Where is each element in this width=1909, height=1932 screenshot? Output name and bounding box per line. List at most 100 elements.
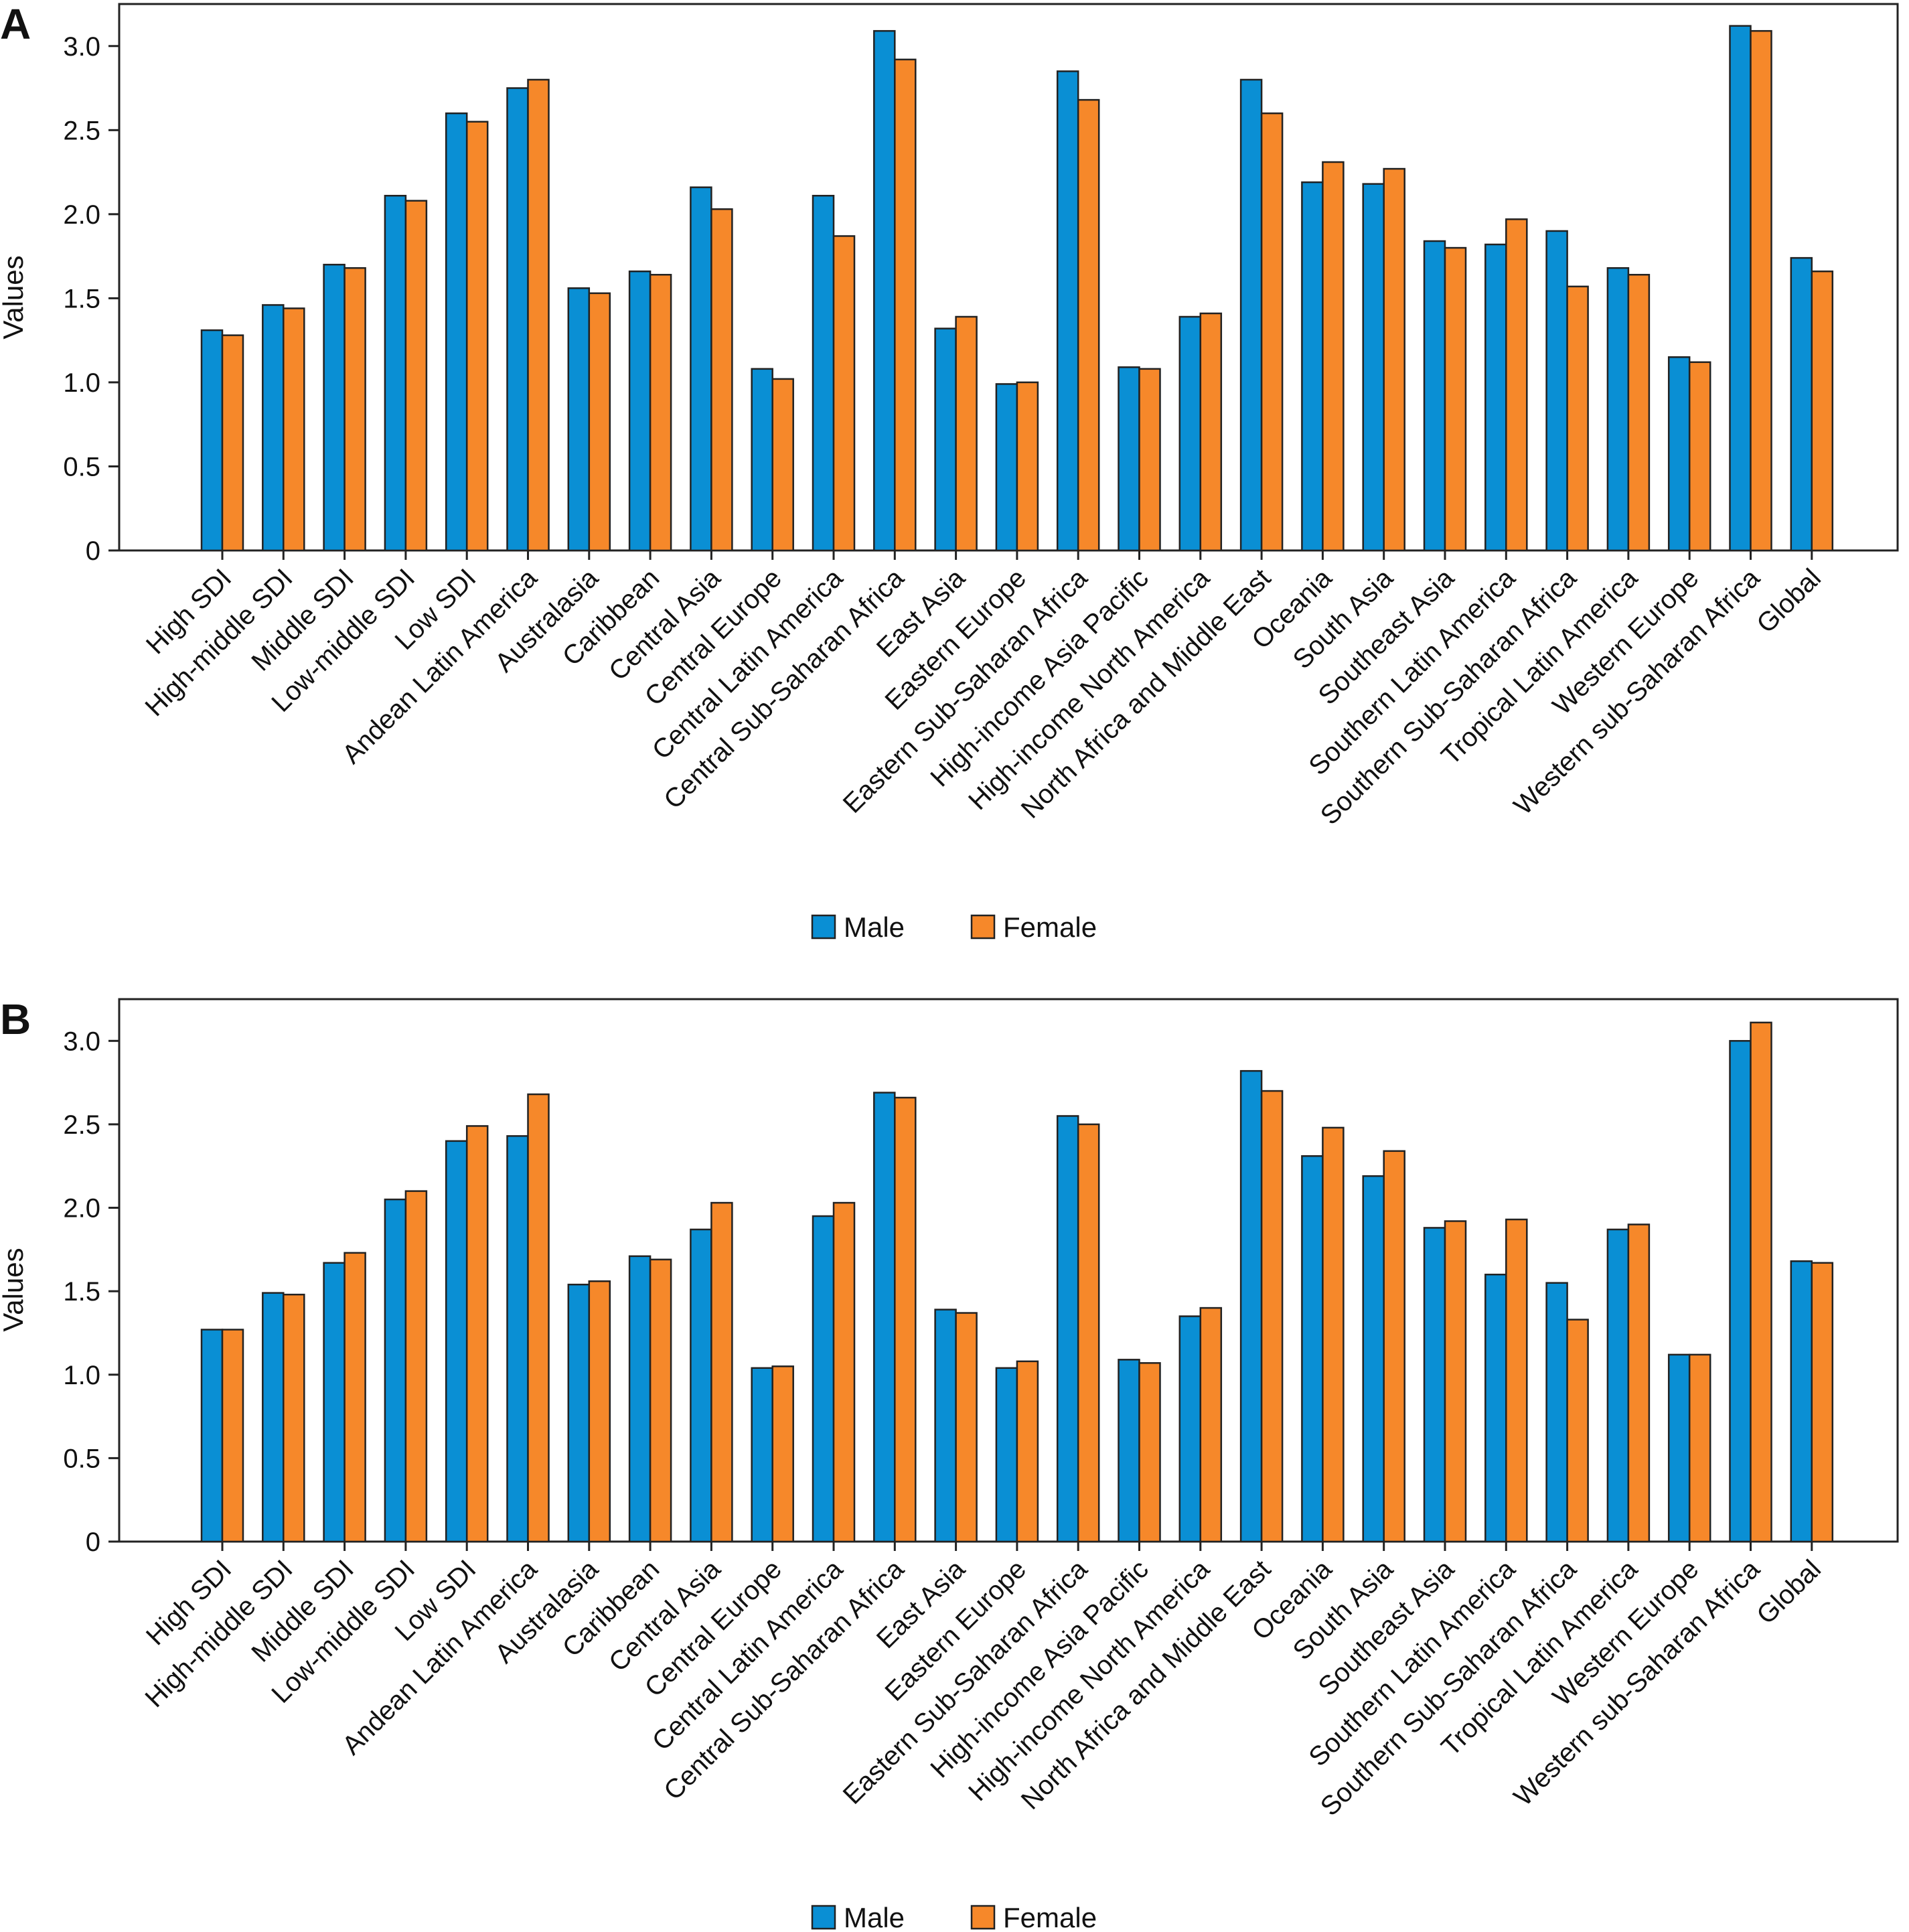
bar-male-high-income-north-america-a (1178, 315, 1202, 552)
bar-female-southeast-asia-a (1444, 246, 1467, 552)
bar-male-high-income-asia-pacific-a (1118, 366, 1140, 552)
bar-male-middle-sdi-b (323, 1262, 346, 1543)
y-axis-title-a: Values (0, 255, 29, 339)
bar-female-high-income-asia-pacific-a (1138, 368, 1161, 552)
bar-female-western-sub-saharan-africa-a (1750, 29, 1772, 552)
bar-female-southeast-asia-b (1444, 1220, 1467, 1543)
category-label-global-b: Global (1751, 1554, 1827, 1630)
bar-female-southern-sub-saharan-africa-a (1566, 285, 1589, 552)
bar-male-high-income-asia-pacific-b (1118, 1359, 1140, 1543)
bar-male-andean-latin-america-a (506, 87, 529, 552)
bar-male-western-europe-b (1667, 1353, 1691, 1543)
bar-female-global-a (1811, 270, 1834, 552)
bar-male-andean-latin-america-b (506, 1135, 529, 1543)
bar-male-caribbean-a (628, 270, 652, 552)
bar-male-south-asia-a (1362, 183, 1385, 552)
bar-male-western-europe-a (1667, 356, 1691, 552)
bar-female-central-sub-saharan-africa-a (894, 58, 917, 552)
bar-male-australasia-a (567, 287, 591, 552)
y-axis-a: 0 0.5 1.0 1.5 2.0 2.5 3.0 (63, 32, 119, 566)
bar-female-middle-sdi-a (343, 267, 366, 552)
bar-female-andean-latin-america-b (527, 1093, 550, 1543)
bar-female-australasia-b (588, 1280, 611, 1543)
legend-swatch-male-b (811, 1905, 836, 1930)
category-label-global-a: Global (1751, 563, 1827, 639)
bar-female-central-europe-a (771, 378, 794, 552)
y-tick-label: 1.5 (63, 284, 100, 313)
bar-female-caribbean-b (649, 1258, 672, 1543)
bar-female-oceania-b (1322, 1126, 1345, 1543)
y-tick-label: 0.5 (63, 452, 100, 481)
bar-female-middle-sdi-b (343, 1252, 366, 1543)
y-tick-label: 2.0 (63, 1194, 100, 1223)
bar-male-low-sdi-b (445, 1140, 468, 1543)
y-tick-label: 2.5 (63, 1110, 100, 1140)
bar-female-high-middle-sdi-a (283, 307, 305, 552)
bar-female-high-middle-sdi-b (283, 1293, 305, 1543)
bar-male-southeast-asia-a (1423, 240, 1446, 552)
bar-male-southern-latin-america-a (1484, 243, 1507, 552)
bar-female-low-middle-sdi-a (404, 200, 428, 552)
bar-female-eastern-sub-saharan-africa-b (1077, 1123, 1100, 1543)
bar-male-high-middle-sdi-a (262, 304, 285, 552)
bar-male-north-africa-and-middle-east-a (1239, 78, 1263, 552)
y-tick-label: 1.0 (63, 368, 100, 398)
panel-label-a: A (0, 0, 31, 48)
bar-female-high-income-north-america-a (1199, 312, 1223, 552)
bar-female-south-asia-b (1383, 1150, 1405, 1543)
bar-male-central-europe-a (751, 368, 773, 552)
bar-female-low-middle-sdi-b (404, 1190, 428, 1543)
bar-female-south-asia-a (1383, 167, 1405, 552)
y-axis-title-b: Values (0, 1248, 29, 1331)
bar-female-high-income-asia-pacific-b (1138, 1362, 1161, 1543)
legend-swatch-female-a (970, 914, 996, 940)
bar-male-north-africa-and-middle-east-b (1239, 1069, 1263, 1543)
chart-panel-b: B 0 0.5 1.0 1.5 2.0 2.5 3.0 High SDIHigh-middl… (0, 995, 1899, 1932)
bar-female-tropical-latin-america-b (1627, 1223, 1651, 1543)
bars-a (200, 25, 1834, 552)
bar-female-eastern-europe-b (1016, 1360, 1039, 1543)
bar-male-australasia-b (567, 1283, 591, 1543)
bar-male-caribbean-b (628, 1255, 652, 1543)
bar-male-east-asia-b (934, 1309, 957, 1543)
bar-female-australasia-a (588, 292, 611, 552)
bar-male-global-b (1790, 1260, 1813, 1543)
bar-male-oceania-a (1301, 181, 1324, 552)
bar-male-high-middle-sdi-b (262, 1292, 285, 1543)
bar-female-east-asia-a (955, 315, 978, 552)
y-tick-label: 1.0 (63, 1361, 100, 1390)
bar-female-central-sub-saharan-africa-b (894, 1096, 917, 1543)
bar-female-southern-sub-saharan-africa-b (1566, 1319, 1589, 1543)
bar-male-central-asia-b (690, 1228, 712, 1543)
bar-male-central-latin-america-b (812, 1215, 835, 1543)
bar-female-central-europe-b (771, 1365, 794, 1543)
bar-male-low-sdi-a (445, 112, 468, 552)
bar-male-eastern-europe-b (995, 1367, 1018, 1543)
bar-female-low-sdi-b (465, 1125, 489, 1543)
bar-male-south-asia-b (1362, 1175, 1385, 1543)
bar-male-low-middle-sdi-b (384, 1198, 407, 1543)
bar-female-central-latin-america-b (832, 1201, 856, 1543)
legend-swatch-male-a (811, 914, 836, 940)
bar-male-southern-sub-saharan-africa-b (1545, 1282, 1568, 1543)
bar-female-western-europe-b (1688, 1353, 1711, 1543)
bar-female-east-asia-b (955, 1312, 978, 1543)
bar-female-tropical-latin-america-a (1627, 273, 1651, 552)
bar-male-central-europe-b (751, 1367, 773, 1543)
y-tick-label: 2.5 (63, 116, 100, 145)
bar-male-low-middle-sdi-a (384, 194, 407, 552)
bar-female-western-sub-saharan-africa-b (1750, 1021, 1772, 1543)
legend-label-female-b: Female (1003, 1902, 1097, 1932)
bar-male-southern-sub-saharan-africa-a (1545, 230, 1568, 552)
bar-female-central-asia-b (710, 1201, 733, 1543)
bar-female-andean-latin-america-a (527, 78, 550, 552)
bar-male-high-sdi-b (200, 1329, 224, 1543)
chart-panel-a: A 0 0.5 1.0 1.5 2.0 2.5 3.0 High SDIHigh-middl… (0, 0, 1899, 943)
bar-female-global-b (1811, 1262, 1834, 1543)
y-tick-label: 2.0 (63, 200, 100, 230)
y-tick-label: 0.5 (63, 1444, 100, 1473)
bar-female-north-africa-and-middle-east-b (1260, 1090, 1284, 1543)
y-tick-label: 0 (86, 536, 100, 566)
y-tick-label: 3.0 (63, 32, 100, 62)
